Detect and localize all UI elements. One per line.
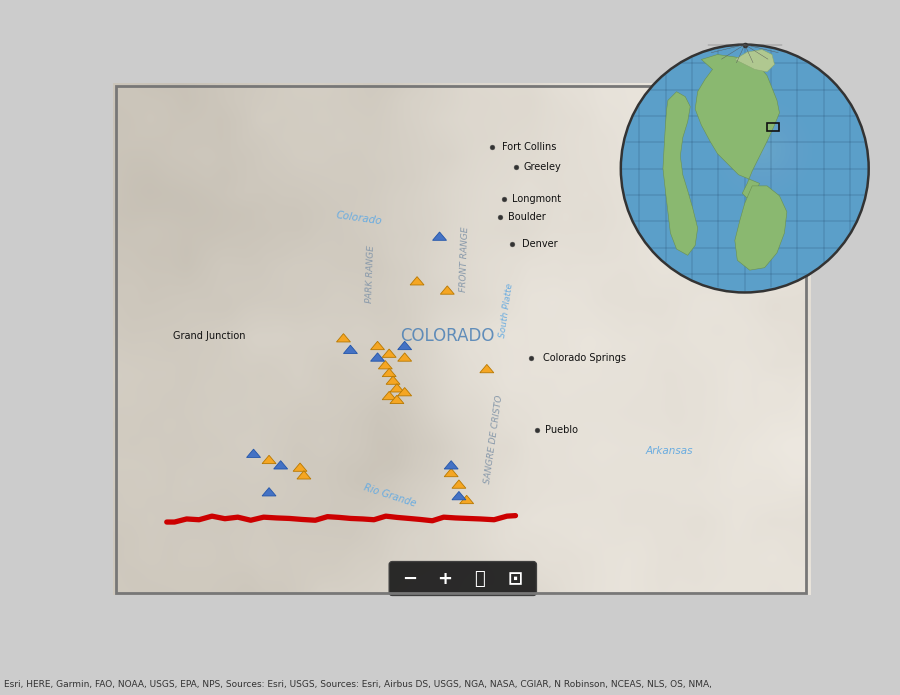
Polygon shape — [293, 463, 307, 471]
Polygon shape — [390, 395, 404, 404]
Polygon shape — [460, 496, 473, 504]
Polygon shape — [337, 334, 350, 342]
Polygon shape — [695, 54, 779, 198]
FancyBboxPatch shape — [112, 596, 810, 619]
Text: SANGRE DE CRISTO: SANGRE DE CRISTO — [483, 394, 505, 484]
Text: Grand Junction: Grand Junction — [173, 331, 246, 341]
Text: −: − — [402, 571, 418, 588]
Text: Longmont: Longmont — [512, 194, 562, 204]
Text: COLORADO: COLORADO — [400, 327, 494, 345]
Polygon shape — [398, 353, 411, 361]
Polygon shape — [344, 345, 357, 354]
Polygon shape — [262, 455, 276, 464]
Polygon shape — [410, 277, 424, 285]
Text: ⤢: ⤢ — [474, 571, 485, 588]
Polygon shape — [371, 353, 384, 361]
Polygon shape — [734, 186, 787, 270]
Bar — [767, 123, 779, 131]
Text: PARK RANGE: PARK RANGE — [365, 245, 376, 304]
Text: +: + — [437, 571, 453, 588]
Polygon shape — [398, 341, 411, 350]
Text: Greeley: Greeley — [523, 161, 561, 172]
Polygon shape — [480, 364, 494, 373]
Polygon shape — [390, 384, 404, 392]
Polygon shape — [274, 461, 288, 469]
Text: Colorado: Colorado — [335, 210, 382, 227]
Text: Sout: Sout — [788, 250, 811, 259]
Polygon shape — [262, 488, 276, 496]
Polygon shape — [445, 468, 458, 477]
Polygon shape — [663, 92, 698, 255]
Polygon shape — [382, 349, 396, 357]
Polygon shape — [371, 341, 384, 350]
Polygon shape — [398, 388, 411, 396]
Text: Denver: Denver — [522, 238, 557, 249]
Polygon shape — [452, 491, 466, 500]
Polygon shape — [382, 391, 396, 400]
Text: ⊡: ⊡ — [508, 571, 522, 588]
Text: Fort Collins: Fort Collins — [502, 142, 557, 152]
Polygon shape — [440, 286, 454, 294]
Polygon shape — [378, 361, 392, 369]
Text: Arkansas: Arkansas — [645, 446, 693, 457]
Text: Boulder: Boulder — [508, 213, 545, 222]
Text: Rio Grande: Rio Grande — [363, 482, 418, 509]
Polygon shape — [445, 461, 458, 469]
Polygon shape — [297, 471, 310, 479]
Circle shape — [621, 44, 868, 293]
Polygon shape — [433, 232, 446, 240]
Polygon shape — [247, 449, 260, 457]
Text: FRONT RANGE: FRONT RANGE — [460, 226, 471, 292]
FancyBboxPatch shape — [389, 562, 536, 596]
Polygon shape — [734, 49, 775, 72]
Text: Colorado Springs: Colorado Springs — [544, 352, 626, 363]
Polygon shape — [386, 376, 400, 384]
Text: Esri, HERE, Garmin, FAO, NOAA, USGS, EPA, NPS, Sources: Esri, USGS, Sources: Esr: Esri, HERE, Garmin, FAO, NOAA, USGS, EPA… — [4, 680, 713, 689]
Polygon shape — [452, 480, 466, 489]
Polygon shape — [382, 368, 396, 377]
Text: Pueblo: Pueblo — [545, 425, 578, 435]
Text: South Platte: South Platte — [498, 283, 515, 338]
